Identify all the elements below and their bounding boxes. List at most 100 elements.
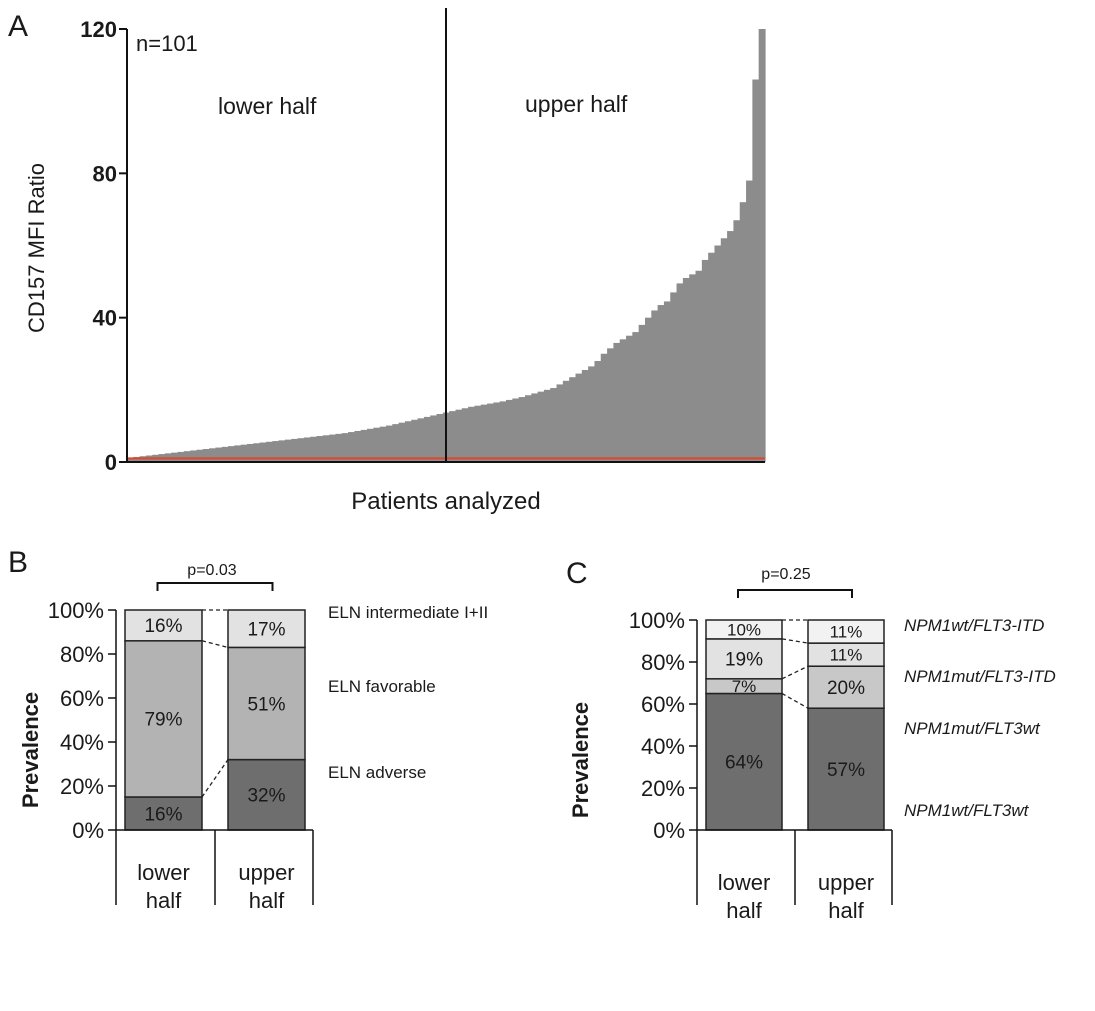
panel-a: A n=101 lower half upper half CD157 MFI … xyxy=(8,8,766,515)
bar-a xyxy=(487,403,494,462)
category-label: half xyxy=(249,888,285,913)
region-label-lower-half: lower half xyxy=(218,93,317,119)
segment-label: 64% xyxy=(725,753,763,774)
bar-a xyxy=(518,397,526,462)
y-tick-label: 40% xyxy=(641,734,685,759)
segment-label: 11% xyxy=(830,646,863,665)
bar-a xyxy=(689,274,697,462)
bar-a xyxy=(543,389,551,462)
stack-segment xyxy=(807,619,885,644)
bar-a xyxy=(291,438,299,462)
bar-a xyxy=(322,435,330,462)
bar-a xyxy=(607,348,614,462)
bar-a xyxy=(493,402,501,462)
bar-a xyxy=(720,238,728,462)
bar-a xyxy=(468,406,476,462)
sample-size-label: n=101 xyxy=(136,31,198,56)
stack-segment xyxy=(227,646,306,761)
p-value-b: p=0.03 xyxy=(187,562,236,579)
bar-a xyxy=(708,252,716,462)
bar-a xyxy=(581,369,589,462)
category-label: lower xyxy=(718,870,771,895)
bar-a xyxy=(512,398,520,462)
series-label: NPM1mut/FLT3wt xyxy=(904,719,1041,738)
bar-a xyxy=(727,231,735,462)
segment-label: 11% xyxy=(830,623,863,642)
y-ticks-a: 0 40 80 120 xyxy=(80,17,765,475)
stack-segment xyxy=(124,640,203,798)
bar-a xyxy=(329,434,337,462)
bar-a xyxy=(379,426,387,462)
y-tick-label-a: 120 xyxy=(80,17,117,42)
series-label: ELN intermediate I+II xyxy=(328,603,488,622)
series-label: ELN adverse xyxy=(328,763,426,782)
significance-bracket xyxy=(737,589,853,598)
y-tick-label: 60% xyxy=(60,686,104,711)
stack-segment xyxy=(124,609,203,642)
bar-a xyxy=(392,424,400,462)
stacked-bars-b: 0% 20% 40% 60% 80% 100% 16% 32% 79% 51% 16% 17% lowe… xyxy=(48,582,488,913)
category-label: lower xyxy=(137,860,190,885)
segment-label: 16% xyxy=(144,616,182,637)
y-tick-label: 40% xyxy=(60,730,104,755)
bar-a xyxy=(670,292,678,462)
bar-a xyxy=(638,324,646,462)
connector-line xyxy=(781,692,809,709)
bar-a xyxy=(695,270,703,462)
bar-a xyxy=(524,395,532,462)
segment-label: 57% xyxy=(827,760,865,781)
bar-a xyxy=(499,401,507,462)
bar-a xyxy=(632,332,640,462)
segment-label: 17% xyxy=(247,619,285,640)
category-label: upper xyxy=(238,860,294,885)
x-axis-label-a: Patients analyzed xyxy=(351,488,540,515)
segment-label: 19% xyxy=(725,650,763,671)
segment-label: 16% xyxy=(144,804,182,825)
series-label: NPM1mut/FLT3-ITD xyxy=(904,667,1056,686)
bar-a xyxy=(354,430,362,462)
region-label-upper-half: upper half xyxy=(525,91,628,117)
y-tick-label: 20% xyxy=(60,774,104,799)
y-tick-label-a: 80 xyxy=(93,161,117,186)
segment-label: 7% xyxy=(732,677,757,696)
stack-segment xyxy=(227,758,306,831)
bar-a xyxy=(228,446,235,462)
connector-line xyxy=(201,759,229,798)
bar-a xyxy=(733,220,741,462)
stack-segment xyxy=(705,692,783,831)
stacked-bars-c: 0% 20% 40% 60% 80% 100% 64% 57% 7% 20% 19% 11% 10% 11… xyxy=(629,589,1056,923)
stack-segment xyxy=(705,638,783,680)
bar-a xyxy=(430,415,438,462)
bar-a xyxy=(221,446,229,462)
bar-a xyxy=(449,411,457,462)
bar-a xyxy=(190,450,198,462)
bar-a xyxy=(657,305,665,462)
segment-label: 10% xyxy=(727,621,761,640)
connector-line xyxy=(781,665,809,680)
series-label: ELN favorable xyxy=(328,677,436,696)
bar-a xyxy=(247,443,254,462)
bar-a xyxy=(752,79,760,463)
category-label: upper xyxy=(818,870,874,895)
bar-a xyxy=(202,449,210,462)
bar-a xyxy=(265,441,273,462)
bar-a xyxy=(613,342,621,462)
bar-a xyxy=(537,391,545,462)
bar-a xyxy=(746,180,753,463)
bar-a xyxy=(215,447,223,462)
y-tick-label: 0% xyxy=(653,818,685,843)
bar-a xyxy=(303,437,311,462)
bar-a xyxy=(234,445,242,462)
bar-a xyxy=(480,404,488,462)
bar-a xyxy=(436,414,444,462)
bar-a xyxy=(423,416,431,462)
connector-line xyxy=(201,640,229,649)
bar-a xyxy=(385,425,393,462)
segment-label: 79% xyxy=(144,710,182,731)
bar-a xyxy=(335,433,343,462)
bar-a xyxy=(398,422,406,462)
significance-bracket xyxy=(156,582,274,591)
bars-a xyxy=(127,8,766,463)
series-label: NPM1wt/FLT3wt xyxy=(904,801,1030,820)
